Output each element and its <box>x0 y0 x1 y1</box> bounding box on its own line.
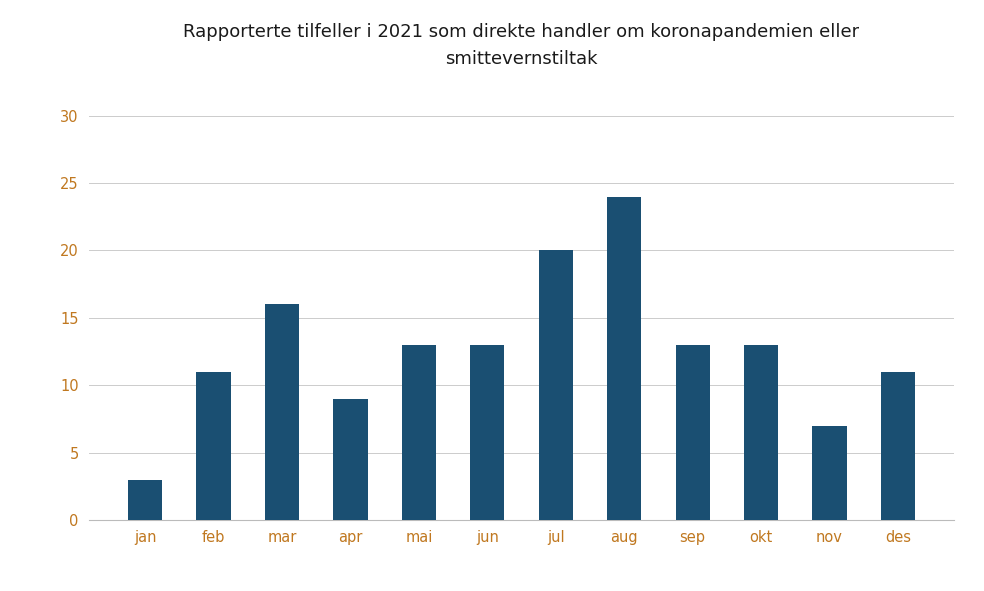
Bar <box>265 304 299 520</box>
Bar <box>128 480 162 520</box>
Bar <box>813 426 846 520</box>
Bar <box>470 345 505 520</box>
Title: Rapporterte tilfeller i 2021 som direkte handler om koronapandemien eller
smitte: Rapporterte tilfeller i 2021 som direkte… <box>183 23 860 67</box>
Bar <box>197 372 230 520</box>
Bar <box>881 372 915 520</box>
Bar <box>538 251 573 520</box>
Bar <box>607 196 642 520</box>
Bar <box>401 345 436 520</box>
Bar <box>744 345 778 520</box>
Bar <box>334 399 367 520</box>
Bar <box>676 345 709 520</box>
